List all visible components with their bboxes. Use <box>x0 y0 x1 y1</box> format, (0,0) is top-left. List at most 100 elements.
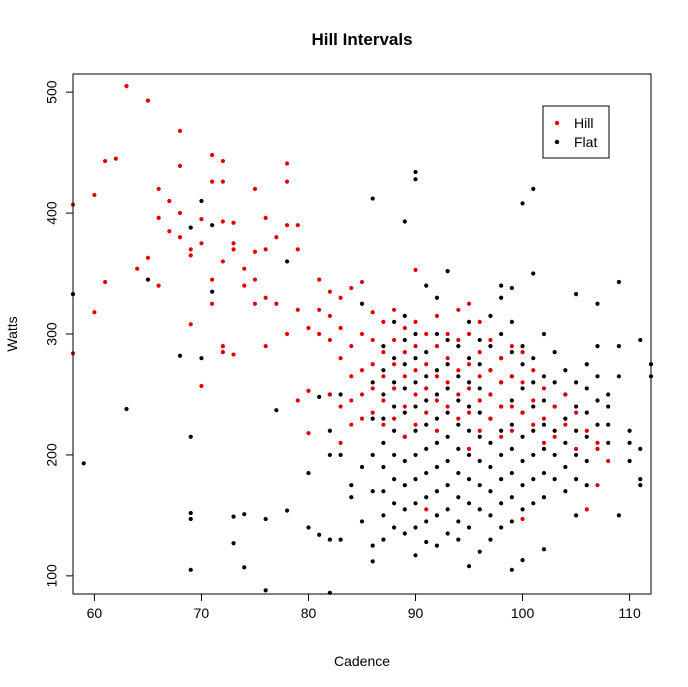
data-point-hill <box>317 277 322 282</box>
data-point-flat <box>552 350 557 355</box>
data-point-hill <box>413 267 418 273</box>
data-point-hill <box>424 507 429 512</box>
data-point-flat <box>445 458 450 464</box>
data-point-flat <box>359 464 365 470</box>
data-point-hill <box>424 386 429 391</box>
data-point-flat <box>263 516 268 522</box>
data-point-hill <box>177 128 183 133</box>
data-point-flat <box>520 458 525 464</box>
legend-box <box>542 105 610 159</box>
data-point-hill <box>370 386 375 391</box>
data-point-hill <box>381 350 386 355</box>
data-point-flat <box>434 489 440 494</box>
data-point-flat <box>488 537 493 542</box>
data-point-flat <box>370 452 375 458</box>
data-point-hill <box>274 301 279 306</box>
data-point-hill <box>220 259 225 264</box>
data-point-flat <box>263 588 268 593</box>
data-point-hill <box>338 325 343 331</box>
data-point-flat <box>445 434 450 439</box>
data-point-hill <box>413 319 418 325</box>
data-point-hill <box>263 215 268 221</box>
data-point-hill <box>338 404 343 409</box>
data-point-hill <box>402 374 407 379</box>
data-point-flat <box>381 513 386 518</box>
data-point-hill <box>103 279 108 285</box>
data-point-hill <box>606 458 611 464</box>
data-point-hill <box>477 319 482 325</box>
data-point-flat <box>531 186 536 191</box>
data-point-flat <box>541 495 547 500</box>
data-point-flat <box>499 331 504 337</box>
data-point-flat <box>477 434 482 439</box>
data-point-hill <box>499 356 504 361</box>
data-point-flat <box>359 519 365 524</box>
data-point-hill <box>231 220 236 225</box>
data-point-flat <box>477 410 482 415</box>
data-point-flat <box>573 404 579 409</box>
data-point-hill <box>402 404 407 409</box>
data-point-hill <box>359 416 365 421</box>
data-point-flat <box>413 452 418 458</box>
data-point-hill <box>456 368 461 373</box>
data-point-flat <box>81 461 86 466</box>
legend-marker-hill <box>554 120 560 126</box>
data-point-flat <box>413 428 418 433</box>
data-point-hill <box>177 163 183 169</box>
data-point-hill <box>317 307 322 312</box>
data-point-flat <box>381 537 386 542</box>
data-point-flat <box>359 301 365 306</box>
data-point-flat <box>509 470 514 476</box>
data-point-hill <box>338 440 343 445</box>
data-point-flat <box>563 489 568 494</box>
data-point-flat <box>392 452 397 458</box>
data-point-flat <box>434 513 440 518</box>
data-point-flat <box>402 410 407 415</box>
data-point-flat <box>145 277 151 282</box>
legend: Hill Flat <box>542 105 610 159</box>
data-point-flat <box>563 440 568 445</box>
data-point-hill <box>327 337 332 343</box>
data-point-flat <box>616 513 621 518</box>
data-point-hill <box>156 186 161 191</box>
data-point-flat <box>509 398 514 403</box>
data-point-flat <box>327 428 332 433</box>
data-point-hill <box>242 283 247 288</box>
y-tick-label: 200 <box>44 443 60 467</box>
data-point-flat <box>466 477 472 482</box>
data-point-hill <box>488 392 493 397</box>
data-point-hill <box>327 392 332 397</box>
data-point-hill <box>210 301 215 306</box>
data-point-flat <box>317 532 322 537</box>
data-point-flat <box>520 483 525 488</box>
data-point-flat <box>595 343 600 349</box>
data-point-hill <box>92 310 97 315</box>
data-point-flat <box>274 408 279 413</box>
data-point-hill <box>92 192 97 198</box>
data-point-hill <box>220 219 225 224</box>
data-point-flat <box>488 343 493 349</box>
data-point-flat <box>424 422 429 427</box>
data-point-flat <box>402 458 407 464</box>
data-point-hill <box>252 301 258 306</box>
data-point-flat <box>424 539 429 545</box>
data-point-hill <box>167 198 172 204</box>
data-point-flat <box>445 531 450 536</box>
data-point-hill <box>520 410 525 415</box>
data-point-flat <box>413 477 418 482</box>
data-point-hill <box>402 350 407 355</box>
data-point-hill <box>456 337 461 343</box>
x-tick-label: 100 <box>511 605 535 621</box>
data-point-flat <box>370 543 375 548</box>
data-point-flat <box>284 508 290 513</box>
data-point-flat <box>188 510 193 516</box>
data-point-hill <box>338 356 343 361</box>
data-point-flat <box>392 501 397 506</box>
data-point-hill <box>573 446 579 451</box>
data-point-flat <box>466 564 472 569</box>
data-point-flat <box>424 398 429 403</box>
data-point-hill <box>392 307 397 312</box>
data-point-hill <box>499 380 504 385</box>
data-point-flat <box>531 404 536 409</box>
data-point-flat <box>456 519 461 524</box>
